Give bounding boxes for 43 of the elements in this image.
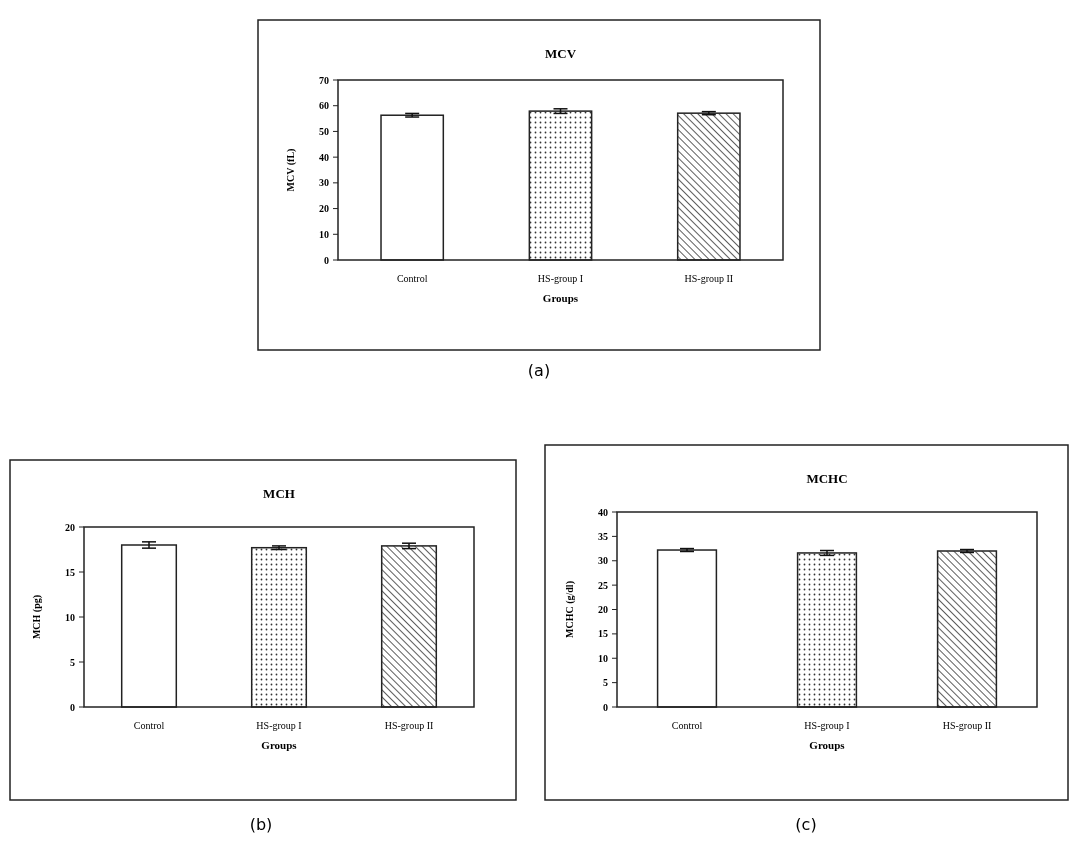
y-tick-label: 10 — [65, 611, 75, 623]
y-tick-label: 5 — [603, 677, 608, 689]
text: (c) — [795, 815, 817, 834]
x-axis-title: Groups — [809, 739, 846, 751]
chart-title: MCV — [544, 46, 577, 61]
y-tick-label: 10 — [598, 652, 608, 664]
x-axis-title: Groups — [542, 292, 579, 304]
x-tick-label: HS-group II — [942, 720, 992, 731]
y-tick-label: 15 — [65, 566, 75, 578]
y-tick-label: 50 — [319, 125, 329, 137]
y-tick-label: 20 — [598, 604, 608, 615]
x-tick-label: Control — [671, 720, 703, 731]
text: (a) — [527, 361, 551, 380]
y-tick-label: 70 — [319, 74, 329, 86]
y-tick-label: 20 — [319, 203, 329, 215]
y-tick-label: 30 — [598, 555, 608, 567]
x-tick-label: HS-group I — [537, 273, 584, 284]
y-tick-label: 40 — [598, 506, 608, 518]
y-tick-label: 0 — [70, 701, 75, 713]
chart-title: MCHC — [806, 471, 848, 486]
y-tick-label: 0 — [603, 701, 608, 713]
y-tick-label: 15 — [598, 628, 608, 640]
y-axis-title: MCH (pg) — [31, 594, 43, 640]
x-tick-label: HS-group II — [384, 720, 434, 731]
x-tick-label: Control — [133, 720, 165, 731]
x-axis-title: Groups — [261, 739, 298, 751]
y-tick-label: 35 — [598, 530, 608, 542]
y-tick-label: 20 — [65, 521, 75, 533]
x-tick-label: Control — [396, 273, 428, 284]
y-axis-title: MCHC (g/dl) — [564, 581, 576, 638]
x-tick-label: HS-group I — [804, 720, 850, 731]
text: (b) — [249, 815, 273, 834]
y-tick-label: 60 — [319, 100, 329, 112]
y-tick-label: 40 — [319, 151, 329, 163]
chart-title: MCH — [263, 486, 295, 501]
y-tick-label: 25 — [598, 579, 608, 591]
y-tick-label: 10 — [319, 228, 329, 240]
y-tick-label: 30 — [319, 177, 329, 189]
x-tick-label: HS-group I — [256, 720, 302, 731]
y-axis-title: MCV (fL) — [285, 148, 297, 192]
y-tick-label: 0 — [324, 254, 329, 266]
x-tick-label: HS-group II — [684, 273, 734, 284]
y-tick-label: 5 — [70, 656, 75, 668]
